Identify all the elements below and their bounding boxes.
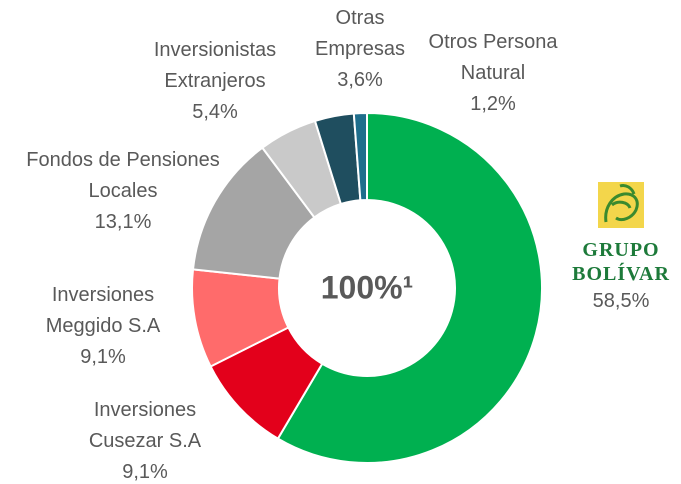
value-label: 9,1% xyxy=(80,346,126,368)
slice-label: Inversiones Meggido S.A 9,1% xyxy=(28,280,178,373)
ring xyxy=(191,111,543,464)
center-label: 100%¹ xyxy=(321,269,414,305)
slice xyxy=(276,111,543,464)
category-label: Otros Persona Natural xyxy=(428,31,558,84)
logo-text: GRUPO BOLÍVAR xyxy=(572,239,670,285)
logo-icon xyxy=(598,182,644,228)
slice-label: Otros Persona Natural 1,2% xyxy=(408,27,578,120)
value-label: 9,1% xyxy=(122,461,168,483)
value-label: 13,1% xyxy=(94,211,152,233)
value-label: 3,6% xyxy=(337,69,383,91)
slice-label: GRUPO BOLÍVAR 58,5% xyxy=(571,238,671,317)
category-label: Fondos de Pensiones Locales xyxy=(26,149,220,202)
category-label: Inversionistas Extranjeros xyxy=(153,39,277,92)
slice-label: Inversiones Cusezar S.A 9,1% xyxy=(70,395,220,484)
value-label: 58,5% xyxy=(592,290,650,312)
logo-figure xyxy=(604,184,639,223)
category-label: Otras Empresas xyxy=(314,7,406,60)
slice-label: Otras Empresas 3,6% xyxy=(305,3,415,96)
slice-label: Fondos de Pensiones Locales 13,1% xyxy=(8,145,238,238)
category-label: Inversiones Meggido S.A xyxy=(45,284,161,337)
slice-label: Inversionistas Extranjeros 5,4% xyxy=(130,35,300,128)
category-label: Inversiones Cusezar S.A xyxy=(88,399,202,452)
value-label: 1,2% xyxy=(470,93,516,115)
value-label: 5,4% xyxy=(192,101,238,123)
slice xyxy=(352,111,368,202)
